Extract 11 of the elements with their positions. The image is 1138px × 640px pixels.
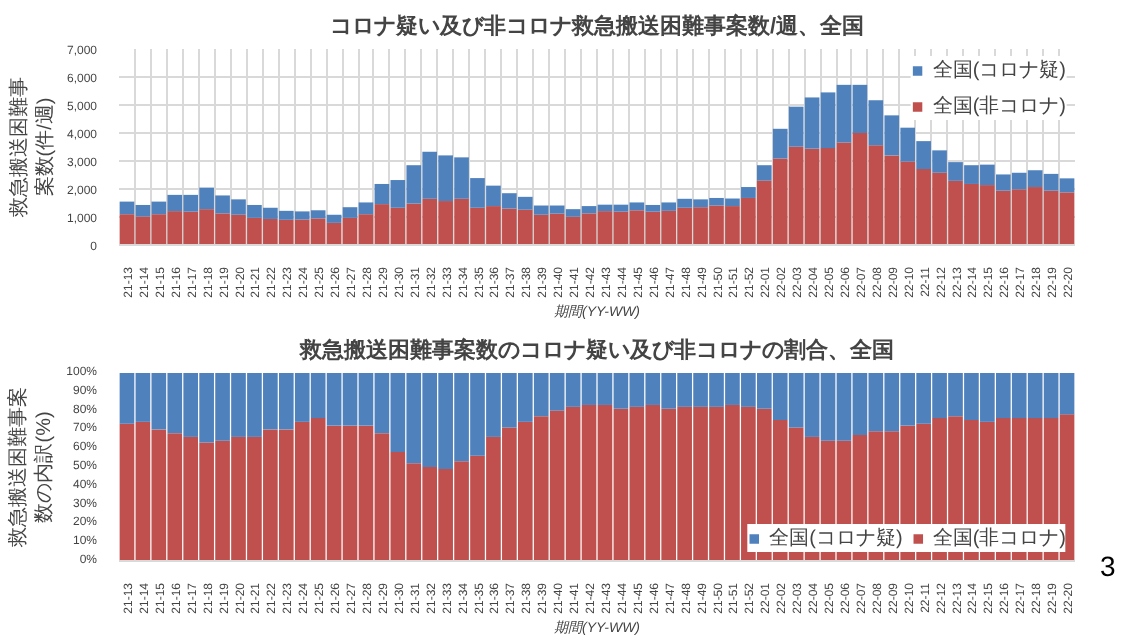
- legend-label: 全国(非コロナ): [932, 525, 1066, 552]
- bar: [756, 165, 772, 181]
- legend-label: 全国(コロナ疑): [769, 525, 903, 552]
- legend-label: 全国(非コロナ): [932, 93, 1066, 120]
- legend-label: 全国(コロナ疑): [932, 57, 1066, 84]
- y-axis-title: 救急搬送困難事案数の内訳(%): [5, 387, 57, 549]
- bar: [741, 187, 756, 198]
- chart-title: コロナ疑い及び非コロナ救急搬送困難事案数/週、全国: [329, 13, 865, 39]
- chart-title: 救急搬送困難事案数のコロナ疑い及び非コロナの割合、全国: [298, 337, 894, 363]
- text: 3: [1100, 550, 1116, 582]
- y-axis-title: 救急搬送困難事案数(件/週): [6, 77, 57, 219]
